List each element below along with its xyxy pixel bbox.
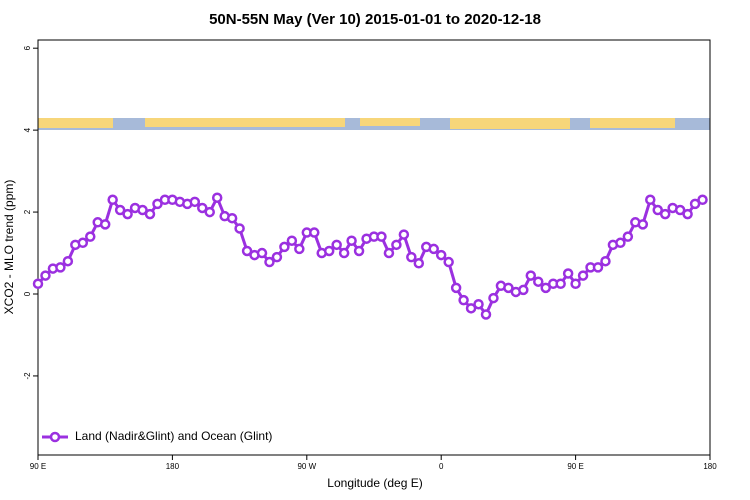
data-point <box>615 237 626 249</box>
series-line <box>36 194 704 318</box>
data-point <box>383 247 395 259</box>
data-point <box>600 255 611 267</box>
data-point <box>473 298 484 310</box>
data-point <box>533 276 544 287</box>
legend-label: Land (Nadir&Glint) and Ocean (Glint) <box>75 429 272 443</box>
data-point <box>99 219 111 230</box>
data-point <box>682 208 693 220</box>
data-point <box>398 229 410 240</box>
data-point <box>77 237 89 249</box>
x-tick-label: 90 E <box>567 462 583 471</box>
data-point <box>518 284 529 296</box>
data-point <box>577 270 589 281</box>
data-point <box>204 206 215 218</box>
data-point <box>674 204 686 216</box>
data-point <box>353 245 365 257</box>
data-point <box>152 198 163 210</box>
y-tick-label: -2 <box>23 372 32 380</box>
data-point <box>85 231 96 242</box>
data-point <box>107 194 118 206</box>
data-point <box>122 208 133 220</box>
data-point <box>137 204 148 216</box>
data-point <box>465 303 477 314</box>
data-point <box>309 227 320 238</box>
data-point <box>592 262 604 273</box>
data-point <box>338 247 350 259</box>
legend-marker <box>49 431 61 443</box>
y-tick-label: 2 <box>23 209 32 214</box>
data-point <box>286 235 298 246</box>
data-point <box>443 256 454 268</box>
data-point <box>652 204 663 216</box>
data-point <box>637 219 649 230</box>
plot-frame <box>37 39 711 456</box>
data-point <box>197 202 208 214</box>
data-point <box>689 198 701 210</box>
data-point <box>659 208 671 220</box>
x-tick-label: 0 <box>439 462 444 471</box>
x-tick-label: 90 W <box>297 462 316 471</box>
data-point <box>346 235 357 246</box>
x-tick-label: 90 E <box>30 462 46 471</box>
data-point <box>450 282 462 294</box>
data-point <box>114 204 126 216</box>
data-point <box>279 241 290 253</box>
data-point <box>331 239 342 251</box>
y-tick-label: 0 <box>23 291 32 296</box>
data-point <box>241 245 253 257</box>
data-point <box>55 262 66 273</box>
data-point <box>294 243 305 255</box>
x-tick-label: 180 <box>703 462 717 471</box>
data-point <box>264 256 275 268</box>
data-point <box>391 239 402 251</box>
data-point <box>525 270 537 281</box>
data-point <box>540 282 551 294</box>
data-point <box>413 258 425 269</box>
land-ocean-strip <box>38 118 710 130</box>
y-axis-label: XCO2 - MLO trend (ppm) <box>2 180 16 315</box>
data-point <box>458 294 469 306</box>
data-point <box>428 243 439 255</box>
data-point <box>234 223 245 234</box>
chart-title: 50N-55N May (Ver 10) 2015-01-01 to 2020-… <box>209 11 541 28</box>
data-point <box>435 249 447 261</box>
data-point <box>406 251 417 263</box>
y-tick-label: 4 <box>23 127 32 132</box>
data-point <box>189 196 201 208</box>
data-point <box>697 194 708 206</box>
data-point <box>62 255 74 267</box>
data-point <box>376 231 387 242</box>
data-point <box>480 309 492 320</box>
y-tick-label: 6 <box>23 45 32 50</box>
data-point <box>40 270 51 281</box>
data-point <box>144 208 156 220</box>
data-point <box>645 194 656 206</box>
data-point <box>32 278 44 290</box>
x-tick-label: 180 <box>166 462 180 471</box>
x-axis-label: Longitude (deg E) <box>327 476 422 490</box>
data-point <box>323 245 335 257</box>
data-point <box>570 278 581 290</box>
data-point <box>226 212 238 224</box>
data-point <box>562 268 574 279</box>
data-point <box>503 282 514 294</box>
data-point <box>622 231 634 242</box>
data-point <box>488 292 499 304</box>
data-point <box>271 251 283 263</box>
data-point <box>211 192 223 203</box>
data-point <box>555 278 566 290</box>
data-point <box>256 247 268 259</box>
